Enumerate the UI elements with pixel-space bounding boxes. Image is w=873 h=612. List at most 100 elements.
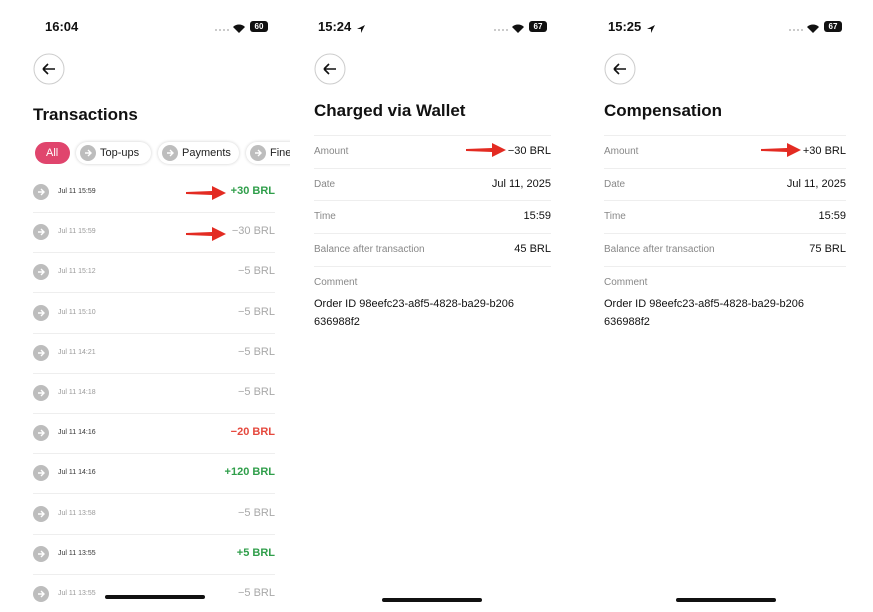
filter-label[interactable]: Fine xyxy=(270,147,290,159)
battery: 67 xyxy=(824,21,842,32)
home-indicator xyxy=(676,598,776,602)
row-date: Jul 11 14:18 xyxy=(58,389,96,396)
red-arrow xyxy=(761,142,801,158)
comment-label: Comment xyxy=(604,277,648,288)
field-label: Time xyxy=(604,211,626,223)
divider xyxy=(604,266,846,267)
signal-dots xyxy=(214,24,230,35)
row-date: Jul 11 14:21 xyxy=(58,348,96,356)
row-amount: −5 BRL xyxy=(238,265,275,278)
filter-chip[interactable] xyxy=(158,142,239,164)
row-date: Jul 11 13:55 xyxy=(58,590,96,597)
row-amount: +30 BRL xyxy=(230,185,275,197)
filter-label[interactable]: Top-ups xyxy=(100,147,140,159)
wifi-icon xyxy=(806,21,820,33)
divider xyxy=(33,252,275,254)
divider xyxy=(33,292,275,294)
divider xyxy=(604,200,846,202)
battery: 67 xyxy=(529,21,547,32)
row-icon xyxy=(33,545,49,562)
filter-label[interactable]: All xyxy=(46,147,59,159)
divider xyxy=(314,200,551,202)
row-icon xyxy=(33,505,49,522)
location-icon xyxy=(356,21,366,33)
red-arrow xyxy=(466,142,506,158)
divider xyxy=(314,167,551,169)
row-amount: −20 BRL xyxy=(230,426,275,439)
row-amount: −5 BRL xyxy=(238,386,275,398)
field-value: 15:59 xyxy=(523,210,551,223)
row-amount: −5 BRL xyxy=(238,345,275,358)
home-indicator xyxy=(105,595,205,599)
divider xyxy=(33,212,275,213)
field-value: Jul 11, 2025 xyxy=(491,177,551,190)
divider xyxy=(33,533,275,535)
wifi-icon xyxy=(232,21,246,33)
row-amount: −5 BRL xyxy=(238,587,275,599)
row-icon xyxy=(33,224,49,241)
detail-screen: 15:24 67 Charged via Wallet Amount −30 BRL Da… xyxy=(292,0,582,612)
divider xyxy=(33,332,275,334)
divider xyxy=(33,493,275,495)
row-icon xyxy=(33,344,49,361)
status-time: 15:25 xyxy=(608,19,642,34)
status-time: 15:24 xyxy=(318,19,352,34)
filter-chip[interactable] xyxy=(35,142,70,164)
row-date: Jul 11 15:59 xyxy=(58,228,96,236)
row-icon xyxy=(33,184,49,200)
signal-dots xyxy=(788,24,804,35)
field-value: 45 BRL xyxy=(514,243,551,256)
row-date: Jul 11 15:10 xyxy=(58,308,96,316)
back-button[interactable] xyxy=(604,53,636,85)
divider xyxy=(604,233,846,235)
field-value: −30 BRL xyxy=(507,145,551,157)
wifi-icon xyxy=(511,21,525,33)
filter-chip[interactable] xyxy=(76,142,151,164)
location-icon xyxy=(646,21,656,33)
row-amount: −5 BRL xyxy=(238,305,275,318)
divider xyxy=(314,266,551,267)
row-date: Jul 11 15:12 xyxy=(58,268,96,276)
field-label: Amount xyxy=(314,146,349,157)
red-arrow xyxy=(186,226,226,242)
back-button[interactable] xyxy=(33,53,65,85)
divider xyxy=(314,233,551,235)
row-icon xyxy=(162,145,178,161)
red-arrow xyxy=(186,185,226,201)
divider xyxy=(314,135,551,136)
row-date: Jul 11 15:59 xyxy=(58,188,96,195)
back-button[interactable] xyxy=(314,53,346,85)
field-label: Amount xyxy=(604,146,639,157)
row-amount: +120 BRL xyxy=(224,466,275,479)
row-icon xyxy=(33,264,49,281)
row-icon xyxy=(33,304,49,321)
row-date: Jul 11 13:55 xyxy=(58,549,96,557)
row-icon xyxy=(33,465,49,482)
screen-title: Charged via Wallet xyxy=(314,101,466,120)
field-label: Time xyxy=(314,211,336,223)
divider xyxy=(33,413,275,414)
field-value: +30 BRL xyxy=(802,145,846,157)
row-date: Jul 11 14:16 xyxy=(58,429,96,437)
row-amount: −30 BRL xyxy=(231,225,275,238)
divider xyxy=(604,167,846,169)
field-label: Balance after transaction xyxy=(604,244,715,256)
row-icon xyxy=(33,586,49,602)
field-value: 15:59 xyxy=(818,210,846,223)
field-label: Date xyxy=(604,178,626,190)
signal-dots xyxy=(493,24,509,35)
comment-text: Order ID 98eefc23-a8f5-4828-ba29-b206636… xyxy=(314,298,514,328)
field-value: Jul 11, 2025 xyxy=(786,177,846,190)
row-icon xyxy=(33,425,49,442)
screen-title: Compensation xyxy=(604,101,723,120)
row-amount: +5 BRL xyxy=(236,546,275,559)
status-time: 16:04 xyxy=(45,19,79,34)
battery: 60 xyxy=(250,21,268,32)
comment-text: Order ID 98eefc23-a8f5-4828-ba29-b206636… xyxy=(604,298,804,328)
divider xyxy=(33,573,275,575)
filter-label[interactable]: Payments xyxy=(182,147,231,159)
row-date: Jul 11 13:58 xyxy=(58,509,96,517)
row-icon xyxy=(80,145,96,161)
screen-title: Transactions xyxy=(33,105,138,124)
